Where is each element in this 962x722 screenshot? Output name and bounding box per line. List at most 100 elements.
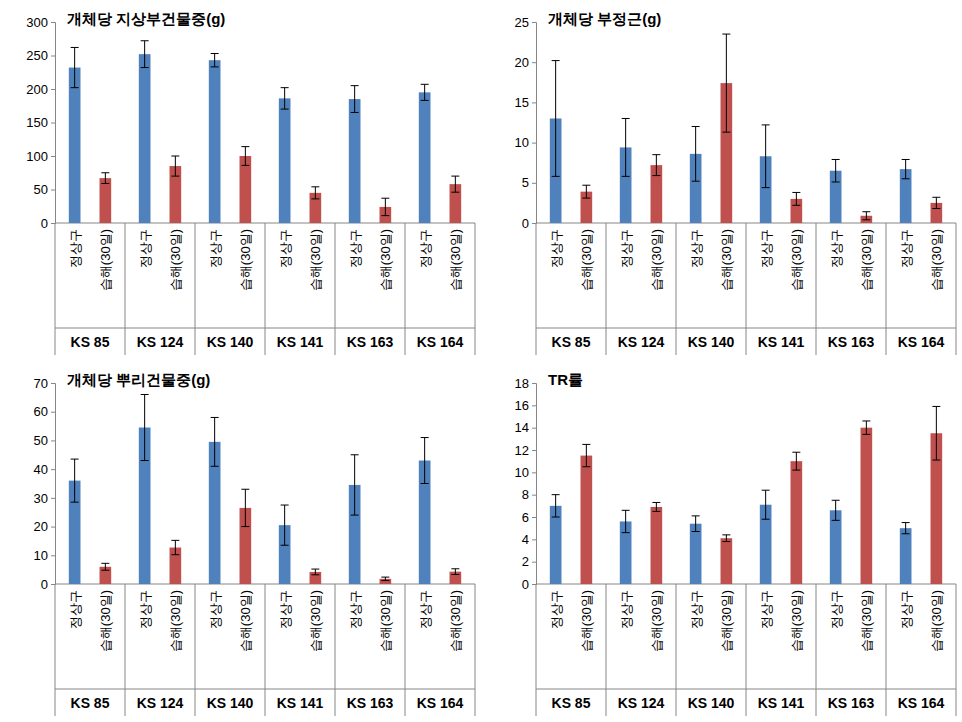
y-tick-label: 60: [34, 404, 48, 419]
error-bar-cap: [832, 520, 840, 521]
bar: [209, 60, 221, 223]
error-bar: [451, 176, 459, 192]
group-separator: [606, 584, 607, 716]
error-bar-cap: [622, 118, 630, 119]
y-axis-line: [532, 23, 537, 224]
bar-label: 습해(30일): [579, 229, 594, 291]
error-bar-stem: [175, 156, 176, 176]
y-tick: 250: [26, 48, 55, 63]
category-label: KS 141: [277, 695, 324, 711]
error-bar-cap: [311, 574, 319, 575]
error-bar-cap: [141, 394, 149, 395]
bar-label: 습해(30일): [929, 590, 944, 652]
group-separator: [676, 223, 677, 355]
y-tick-label: 0: [41, 577, 48, 592]
y-tick-label: 14: [515, 420, 529, 435]
y-tick: 20: [34, 519, 55, 534]
group-divider: [536, 689, 956, 690]
error-bar-cap: [692, 181, 700, 182]
y-tick-mark: [51, 190, 55, 191]
error-bar-cap: [552, 176, 560, 177]
y-tick-label: 15: [515, 95, 529, 110]
category-label: KS 140: [207, 695, 254, 711]
y-tick-label: 0: [522, 577, 529, 592]
group-separator: [195, 223, 196, 355]
chart-title: 개체당 뿌리건물중(g): [67, 371, 210, 388]
y-tick: 100: [26, 149, 55, 164]
y-tick-mark: [51, 527, 55, 528]
error-bar-stem: [214, 53, 215, 66]
bar-label: 정상구: [899, 229, 914, 268]
y-tick-mark: [51, 22, 55, 23]
error-bar-stem: [74, 459, 75, 502]
y-tick: 50: [34, 182, 55, 197]
error-bar-stem: [424, 438, 425, 484]
error-bar-cap: [171, 176, 179, 177]
figure: 050100150200250300정상구정상구정상구정상구정상구정상구습해(3…: [0, 0, 962, 722]
bar-label: 정상구: [899, 590, 914, 629]
category-label: KS 164: [898, 334, 945, 350]
y-tick-label: 30: [34, 491, 48, 506]
error-bar-stem: [385, 198, 386, 215]
error-bar: [241, 489, 249, 526]
error-bar-cap: [902, 159, 910, 160]
error-bar-cap: [281, 87, 289, 88]
bar-label: 습해(30일): [168, 590, 183, 652]
error-bar-stem: [695, 127, 696, 182]
y-tick: 0: [41, 577, 55, 592]
error-bar: [311, 569, 319, 575]
bar-label: 습해(30일): [719, 590, 734, 652]
y-tick-label: 50: [34, 433, 48, 448]
y-tick: 70: [34, 376, 55, 391]
error-bar-cap: [692, 126, 700, 127]
error-bar-cap: [932, 406, 940, 407]
chart-title: TR률: [548, 371, 583, 388]
y-tick: 20: [515, 55, 536, 70]
error-bar: [421, 84, 429, 100]
panel: 024681012141618정상구정상구정상구정상구정상구정상구습해(30일)…: [515, 371, 956, 716]
category-label: KS 85: [552, 334, 591, 350]
error-bar-cap: [902, 178, 910, 179]
error-bar-stem: [105, 173, 106, 184]
group-separator: [956, 584, 957, 716]
group-divider: [536, 328, 956, 329]
error-bar-stem: [424, 84, 425, 100]
error-bar: [241, 147, 249, 166]
y-tick: 10: [34, 548, 55, 563]
error-bar-cap: [932, 197, 940, 198]
error-bar-cap: [862, 219, 870, 220]
category-label: KS 141: [758, 695, 805, 711]
error-bar-stem: [936, 197, 937, 208]
bar: [721, 538, 733, 584]
error-bar-stem: [315, 187, 316, 199]
y-axis: 024681012141618: [515, 376, 537, 592]
group-separator: [746, 584, 747, 716]
group-separator: [746, 223, 747, 355]
error-bar-stem: [765, 125, 766, 188]
bar-label: 습해(30일): [789, 590, 804, 652]
error-bar: [351, 86, 359, 113]
error-bar-cap: [622, 532, 630, 533]
y-tick: 0: [41, 216, 55, 231]
error-bar: [832, 159, 840, 182]
error-bar-cap: [722, 132, 730, 133]
error-bar: [141, 394, 149, 460]
y-tick: 18: [515, 376, 536, 391]
bar-label: 정상구: [689, 590, 704, 629]
error-bar: [692, 516, 700, 532]
category-label: KS 124: [618, 334, 665, 350]
error-bar-stem: [625, 118, 626, 176]
group-separator: [886, 223, 887, 355]
error-bar-cap: [451, 176, 459, 177]
error-bar-cap: [241, 165, 249, 166]
y-tick-mark: [51, 123, 55, 124]
y-axis-line: [532, 384, 537, 585]
error-bar-cap: [211, 466, 219, 467]
error-bar-cap: [582, 466, 590, 467]
error-bar-stem: [726, 535, 727, 542]
group-separator: [265, 584, 266, 716]
error-bar: [211, 417, 219, 466]
bar-label: 습해(30일): [238, 229, 253, 291]
group-separator: [405, 584, 406, 716]
error-bar-stem: [455, 176, 456, 192]
